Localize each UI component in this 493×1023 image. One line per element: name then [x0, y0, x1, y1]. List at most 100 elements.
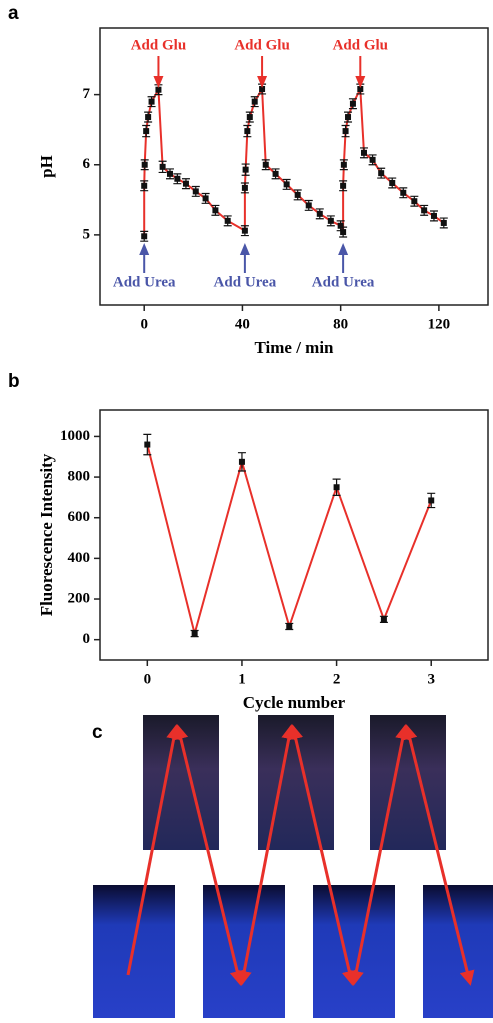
panel-label: a [8, 3, 19, 24]
annotation-arrowhead [139, 243, 150, 255]
data-point [238, 458, 245, 465]
data-point [174, 175, 181, 182]
data-point [430, 212, 437, 219]
data-point [294, 191, 301, 198]
data-point [337, 222, 344, 229]
annotation: Add Glu [131, 37, 186, 53]
data-point [141, 233, 148, 240]
annotation: Add Urea [312, 274, 375, 290]
data-point [272, 170, 279, 177]
x-tick-label: 2 [333, 671, 341, 687]
data-point [357, 86, 364, 93]
annotation-arrowhead [338, 243, 349, 255]
x-tick-label: 3 [427, 671, 435, 687]
vial-photo [93, 715, 493, 1018]
data-point [202, 195, 209, 202]
data-point [286, 623, 293, 630]
plot-frame [99, 27, 489, 306]
arrow [402, 724, 475, 986]
data-point [246, 114, 253, 121]
x-tick-label: 0 [144, 671, 152, 687]
data-point [155, 86, 162, 93]
y-axis-label: pH [37, 155, 56, 178]
data-point [345, 114, 352, 121]
data-point [244, 128, 251, 135]
data-point [212, 207, 219, 214]
arrow [288, 724, 357, 986]
data-point [342, 128, 349, 135]
arrow [173, 724, 245, 986]
annotation: Add Urea [113, 274, 176, 290]
data-point [380, 616, 387, 623]
data-point [251, 98, 258, 105]
data-point [143, 128, 150, 135]
data-point [360, 149, 367, 156]
data-point [182, 180, 189, 187]
annotation-arrowhead [355, 76, 366, 88]
panel-label: b [8, 371, 20, 392]
x-axis-label: Time / min [254, 338, 334, 357]
cycle-arrows [126, 724, 475, 986]
y-tick-label: 6 [83, 156, 91, 172]
data-point [241, 184, 248, 191]
data-point [340, 182, 347, 189]
y-tick-label: 800 [68, 469, 91, 485]
x-tick-label: 1 [238, 671, 246, 687]
data-point [378, 170, 385, 177]
annotation-arrowhead [239, 243, 250, 255]
vial [423, 885, 493, 1018]
annotation-arrowhead [153, 76, 164, 88]
data-point [421, 207, 428, 214]
y-tick-label: 5 [83, 226, 91, 242]
arrow [126, 724, 182, 976]
vial [313, 885, 395, 1018]
data-point [144, 441, 151, 448]
annotation: Add Glu [333, 37, 388, 53]
arrow [236, 724, 297, 986]
arrow [348, 724, 411, 986]
data-point [159, 163, 166, 170]
y-tick-label: 600 [68, 509, 91, 525]
panel-label: c [92, 722, 103, 743]
data-point [389, 179, 396, 186]
data-point [333, 484, 340, 491]
y-tick-label: 200 [68, 590, 91, 606]
y-tick-label: 400 [68, 550, 91, 566]
data-point [400, 189, 407, 196]
data-point [191, 630, 198, 637]
data-point [141, 182, 148, 189]
data-point [428, 497, 435, 504]
data-point [349, 100, 356, 107]
y-tick-label: 7 [83, 86, 91, 102]
data-point [259, 86, 266, 93]
y-tick-label: 1000 [60, 428, 90, 444]
data-point [262, 161, 269, 168]
x-tick-label: 40 [235, 316, 250, 332]
plot-frame [99, 409, 489, 661]
data-point [305, 202, 312, 209]
data-point [283, 181, 290, 188]
data-point [224, 217, 231, 224]
x-tick-label: 120 [428, 316, 451, 332]
x-tick-label: 80 [333, 316, 348, 332]
x-axis-label: Cycle number [243, 693, 346, 712]
data-point [340, 161, 347, 168]
annotation: Add Glu [234, 37, 289, 53]
vial [203, 885, 285, 1018]
data-point [241, 227, 248, 234]
data-point [141, 161, 148, 168]
data-point [327, 217, 334, 224]
annotation: Add Urea [214, 274, 277, 290]
data-point [316, 210, 323, 217]
data-point [192, 188, 199, 195]
x-tick-label: 0 [140, 316, 148, 332]
data-point [340, 229, 347, 236]
data-point [411, 198, 418, 205]
annotation-arrowhead [257, 76, 268, 88]
y-tick-label: 0 [83, 631, 91, 647]
data-line [143, 85, 445, 237]
data-point [148, 98, 155, 105]
data-point [369, 156, 376, 163]
data-point [166, 170, 173, 177]
